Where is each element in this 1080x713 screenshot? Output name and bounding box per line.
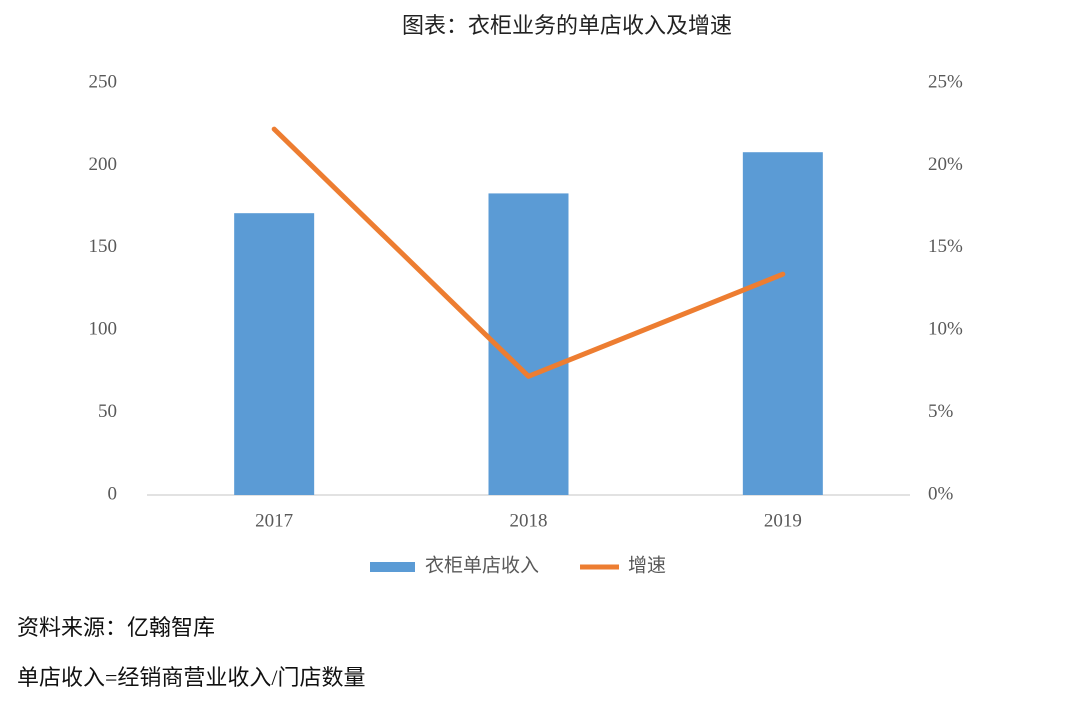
bar xyxy=(234,213,315,495)
y-tick-label: 0 xyxy=(108,483,118,504)
line xyxy=(271,126,786,379)
x-tick-label: 2018 xyxy=(510,510,548,531)
y2-tick-label: 20% xyxy=(928,154,963,175)
y2-tick-label: 15% xyxy=(928,236,963,257)
x-tick-label: 2019 xyxy=(764,510,802,531)
source: 资料来源：亿翰智库 xyxy=(17,615,215,640)
bar xyxy=(742,152,823,495)
y-tick-label: 50 xyxy=(98,401,117,422)
bar xyxy=(488,193,569,495)
y-tick-label: 150 xyxy=(89,236,118,257)
y2-tick-label: 0% xyxy=(928,483,954,504)
y2-tick-label: 25% xyxy=(928,71,963,92)
y2-tick-label: 5% xyxy=(928,401,954,422)
y-tick-label: 100 xyxy=(89,319,118,340)
legend-label: 增速 xyxy=(628,554,666,576)
note: 单店收入=经销商营业收入/门店数量 xyxy=(17,665,366,690)
y2-tick-label: 10% xyxy=(928,319,963,340)
legend-swatch xyxy=(370,562,415,572)
x-tick-label: 2017 xyxy=(255,510,293,531)
y-tick-label: 250 xyxy=(89,71,118,92)
legend-label: 衣柜单店收入 xyxy=(425,554,539,576)
y-tick-label: 200 xyxy=(89,154,118,175)
chart-title: 图表：衣柜业务的单店收入及增速 xyxy=(402,13,732,38)
